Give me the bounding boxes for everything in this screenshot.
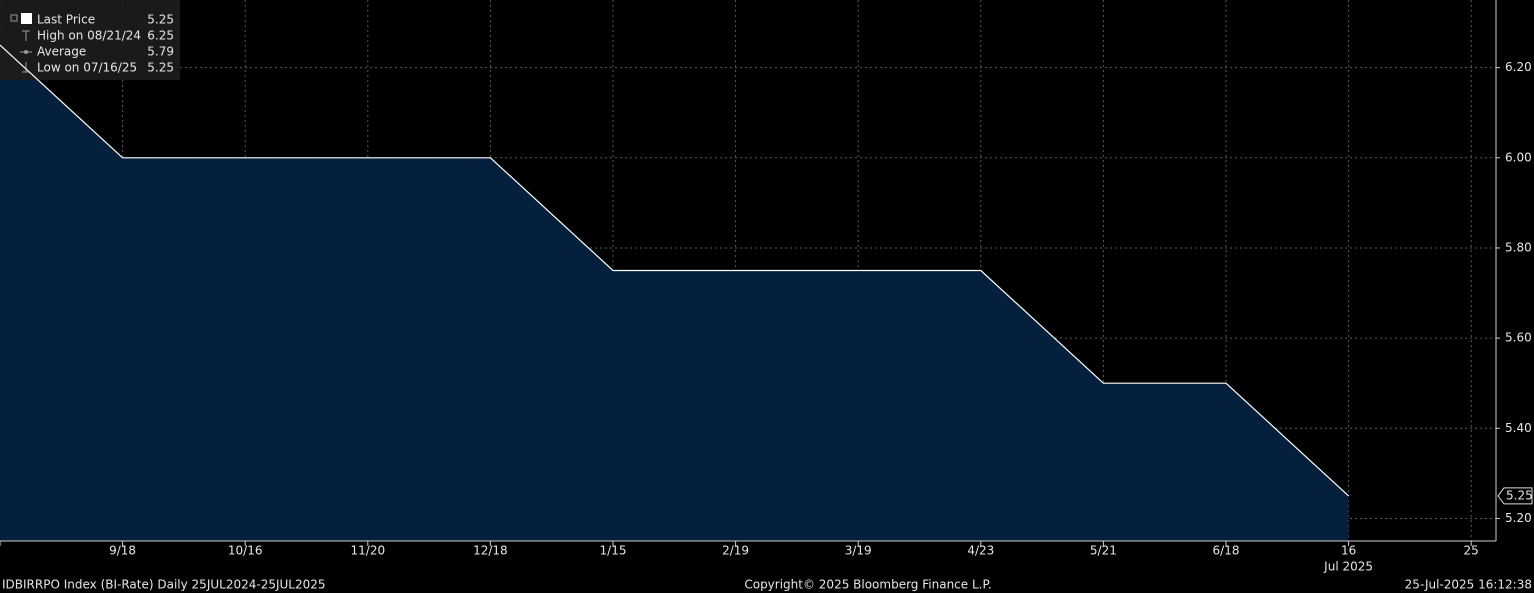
x-tick-label: 6/18 bbox=[1213, 544, 1240, 558]
legend-value: 5.79 bbox=[147, 45, 174, 59]
y-tick-label: 5.80 bbox=[1505, 240, 1532, 254]
x-tick-label: 25 bbox=[1464, 544, 1479, 558]
x-tick-label: 9/18 bbox=[109, 544, 136, 558]
legend-value: 5.25 bbox=[147, 61, 174, 75]
y-tick-label: 5.40 bbox=[1505, 421, 1532, 435]
x-year-label: Jul 2025 bbox=[1323, 560, 1373, 574]
x-tick-label: 1/15 bbox=[600, 544, 627, 558]
legend-label: Last Price bbox=[37, 13, 95, 27]
last-price-marker bbox=[1497, 487, 1533, 505]
y-tick-label: 6.20 bbox=[1505, 60, 1532, 74]
last-price-label: 5.25 bbox=[1506, 488, 1533, 502]
x-tick-label: 12/18 bbox=[473, 544, 508, 558]
x-tick-label: 2/19 bbox=[722, 544, 749, 558]
x-tick-label: 11/20 bbox=[351, 544, 386, 558]
legend-label: High on 08/21/24 bbox=[37, 29, 141, 43]
x-tick-label: 10/16 bbox=[228, 544, 263, 558]
footer-source: IDBIRRPO Index (BI-Rate) Daily 25JUL2024… bbox=[2, 578, 326, 592]
x-tick-label: 16 bbox=[1341, 544, 1356, 558]
footer-timestamp: 25-Jul-2025 16:12:38 bbox=[1405, 578, 1532, 592]
footer-copyright: Copyright© 2025 Bloomberg Finance L.P. bbox=[744, 578, 991, 592]
x-tick-label: 4/23 bbox=[967, 544, 994, 558]
area bbox=[0, 45, 1349, 541]
y-tick-label: 5.20 bbox=[1505, 511, 1532, 525]
legend-value: 5.25 bbox=[147, 13, 174, 27]
legend-icons bbox=[10, 13, 32, 73]
legend-label: Low on 07/16/25 bbox=[37, 61, 137, 75]
plot-area bbox=[0, 0, 1496, 541]
y-tick-label: 5.60 bbox=[1505, 331, 1532, 345]
x-tick-label: 5/21 bbox=[1090, 544, 1117, 558]
line bbox=[0, 44, 1350, 497]
legend-label: Average bbox=[37, 45, 86, 59]
y-tick-label: 6.00 bbox=[1505, 150, 1532, 164]
x-tick-label: 3/19 bbox=[845, 544, 872, 558]
legend-value: 6.25 bbox=[147, 29, 174, 43]
